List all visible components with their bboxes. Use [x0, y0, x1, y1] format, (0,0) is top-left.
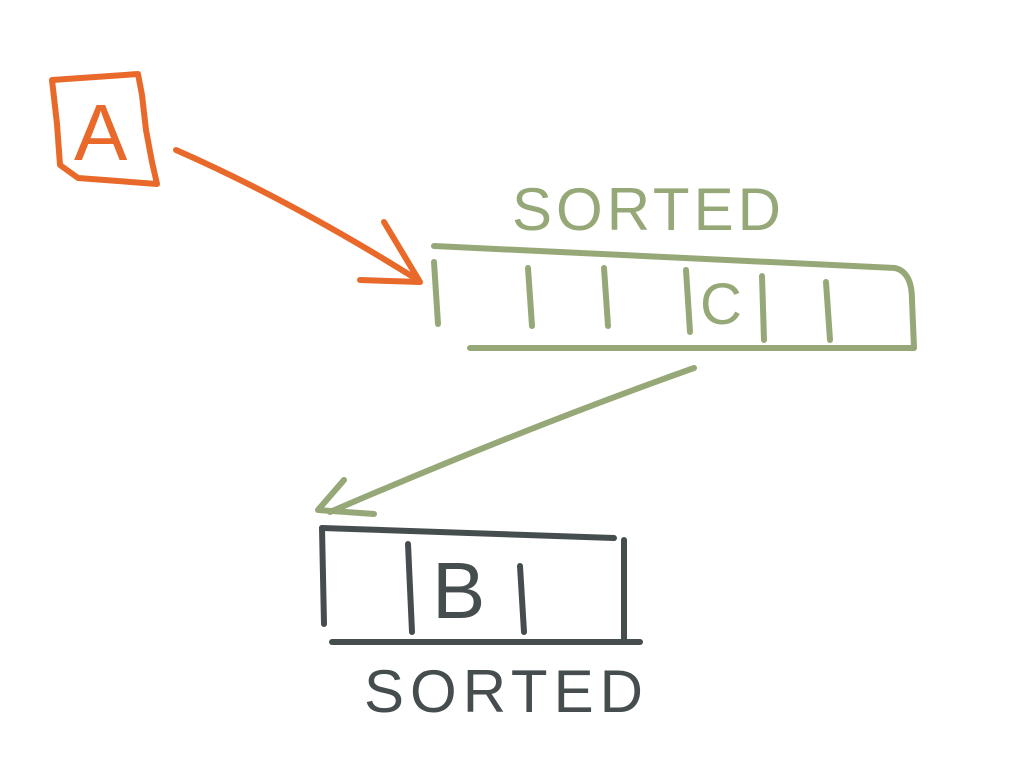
middle-array-caption: SORTED [512, 176, 785, 243]
arrow-input-to-middle [173, 147, 423, 285]
middle-array-cell-label: C [700, 272, 742, 337]
arrow-shaft [327, 365, 697, 515]
output-array-left-edge [319, 525, 327, 627]
middle-array-divider [525, 265, 535, 329]
arrow-head [315, 477, 377, 517]
output-array-caption: SORTED [364, 658, 649, 725]
middle-array-left-edge [431, 259, 441, 327]
input-box-label: A [74, 88, 128, 177]
output-array-top-edge [319, 525, 617, 541]
middle-array-divider [759, 273, 767, 343]
output-array-cell-label: B [432, 546, 485, 635]
middle-array-divider [823, 279, 833, 343]
middle-array-outline [431, 243, 917, 351]
output-array: B SORTED [319, 525, 649, 725]
input-box-a: A [49, 71, 160, 187]
arrow-shaft [173, 147, 421, 283]
arrow-middle-to-output [315, 365, 697, 517]
output-array-divider [517, 563, 527, 635]
middle-array: SORTED C [431, 176, 917, 351]
input-box-outline [49, 71, 160, 187]
arrow-head [357, 219, 423, 285]
middle-array-divider [601, 265, 611, 329]
output-array-divider [405, 541, 415, 635]
middle-array-divider [683, 267, 693, 335]
